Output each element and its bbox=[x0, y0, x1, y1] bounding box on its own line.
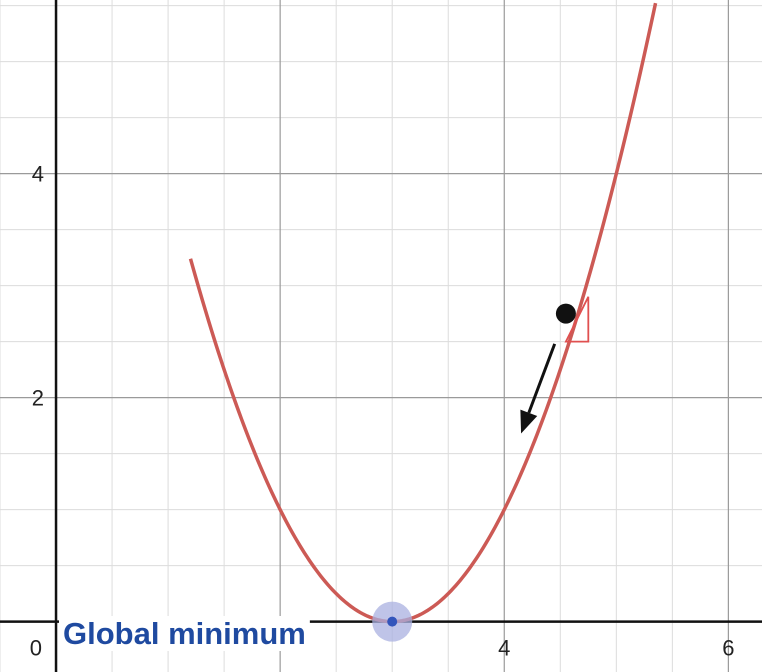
global-minimum-label-backdrop bbox=[59, 616, 310, 651]
minimum-point bbox=[387, 616, 398, 627]
tick-labels: 0 4 6 2 4 bbox=[30, 162, 735, 661]
global-minimum-label: Global minimum bbox=[63, 616, 306, 651]
y-tick-label: 2 bbox=[32, 386, 44, 411]
step-arrow-shaft bbox=[527, 343, 557, 414]
x-tick-label: 6 bbox=[722, 636, 734, 661]
y-tick-label: 4 bbox=[32, 162, 44, 187]
x-tick-label: 4 bbox=[498, 636, 510, 661]
current-point bbox=[555, 303, 576, 324]
step-arrow-head bbox=[520, 409, 538, 434]
parabola-curve bbox=[188, 2, 658, 624]
x-tick-label: 0 bbox=[30, 636, 42, 661]
gradient-triangle bbox=[564, 296, 590, 343]
